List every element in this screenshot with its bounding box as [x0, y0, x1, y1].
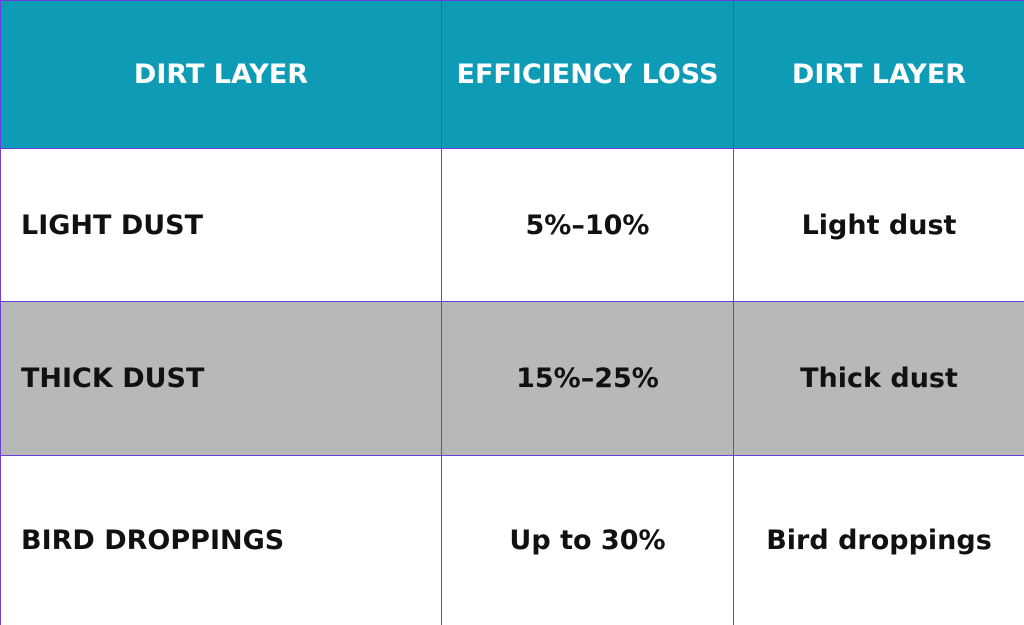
table-cell: BIRD DROPPINGS [0, 455, 442, 625]
table-cell: Up to 30% [441, 455, 734, 625]
table-cell: 15%–25% [441, 301, 734, 456]
table-cell: LIGHT DUST [0, 148, 442, 302]
table-cell: 5%–10% [441, 148, 734, 302]
header-cell: EFFICIENCY LOSS [441, 0, 734, 149]
header-cell: DIRT LAYER [0, 0, 442, 149]
table-cell: THICK DUST [0, 301, 442, 456]
table-row: BIRD DROPPINGS Up to 30% Bird droppings [0, 455, 1024, 625]
table-cell: Thick dust [733, 301, 1024, 456]
header-row: DIRT LAYER EFFICIENCY LOSS DIRT LAYER [0, 0, 1024, 149]
table-row: THICK DUST 15%–25% Thick dust [0, 301, 1024, 456]
table-row: LIGHT DUST 5%–10% Light dust [0, 148, 1024, 302]
table-cell: Bird droppings [733, 455, 1024, 625]
header-cell: DIRT LAYER [733, 0, 1024, 149]
table-cell: Light dust [733, 148, 1024, 302]
